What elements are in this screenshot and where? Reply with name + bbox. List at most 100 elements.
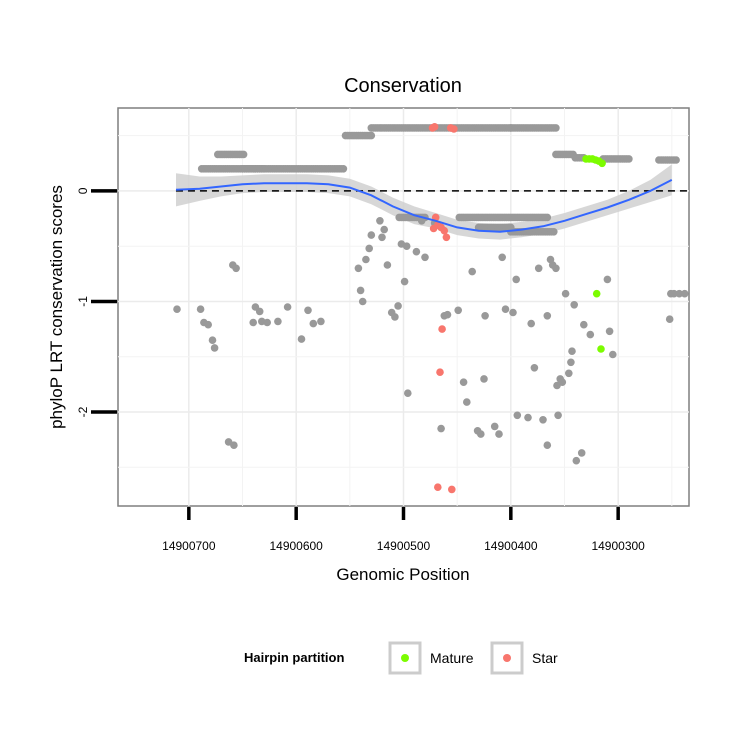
data-point-other	[567, 358, 575, 367]
data-point-other	[367, 231, 376, 239]
data-point-other	[577, 449, 586, 457]
data-point-mature	[592, 289, 601, 298]
data-point-star	[442, 233, 451, 242]
data-point-other	[568, 347, 576, 356]
band-point	[552, 124, 560, 132]
data-point-other	[304, 306, 312, 315]
band-point	[543, 213, 552, 222]
data-point-other	[480, 375, 488, 383]
data-point-other	[421, 253, 429, 262]
legend-title: Hairpin partition	[244, 650, 344, 665]
data-point-other	[513, 411, 522, 420]
data-point-star	[440, 226, 449, 235]
data-point-other	[534, 264, 543, 273]
data-point-other	[490, 422, 499, 431]
data-point-other	[459, 378, 468, 387]
data-point-other	[603, 275, 612, 284]
data-point-other	[463, 398, 471, 406]
y-tick-label: -2	[76, 406, 90, 417]
data-point-other	[274, 317, 282, 326]
band-point	[339, 165, 348, 173]
data-point-other	[580, 320, 588, 329]
x-axis: 14900700 14900600 14900500 14900400 14900300	[162, 507, 645, 553]
data-point-other	[249, 318, 257, 327]
data-point-other	[501, 305, 510, 314]
data-point-other	[527, 319, 535, 328]
smooth-line	[175, 179, 673, 233]
band-point	[625, 155, 633, 163]
data-point-other	[539, 416, 547, 424]
data-point-other	[358, 297, 367, 306]
data-point-other	[404, 389, 412, 398]
data-point-star	[450, 125, 458, 133]
data-point-other	[586, 330, 595, 339]
data-point-other	[208, 336, 217, 345]
data-point-other	[376, 217, 384, 225]
data-point-other	[572, 456, 581, 465]
data-point-other	[509, 308, 517, 317]
legend-marker-star	[503, 654, 511, 662]
data-point-other	[317, 317, 325, 326]
data-point-other	[263, 318, 272, 327]
data-point-other	[543, 441, 552, 450]
data-point-other	[609, 350, 617, 359]
data-point-other	[552, 264, 560, 273]
data-point-other	[665, 315, 674, 324]
data-point-other	[365, 244, 374, 253]
data-point-other	[412, 247, 421, 256]
data-point-other	[570, 301, 578, 309]
data-point-other	[394, 302, 402, 310]
data-point-other	[524, 413, 532, 422]
data-point-other	[210, 344, 219, 352]
data-point-other	[283, 303, 292, 311]
data-point-star	[434, 483, 442, 492]
data-point-other	[468, 267, 477, 276]
data-point-other	[309, 319, 318, 328]
data-point-other	[512, 275, 520, 284]
data-point-other	[530, 364, 539, 372]
data-point-other	[454, 306, 463, 315]
y-axis: 0 -1 -2	[76, 187, 117, 417]
legend: Hairpin partition Mature Star	[244, 641, 558, 675]
x-axis-title: Genomic Position	[336, 565, 469, 584]
data-point-other	[383, 261, 392, 269]
smooth-curve	[175, 179, 673, 233]
band-point	[239, 150, 248, 159]
data-point-other	[561, 289, 570, 298]
legend-marker-mature	[401, 654, 409, 662]
data-point-other	[362, 255, 370, 264]
data-point-other	[680, 289, 689, 298]
data-point-other	[402, 242, 411, 250]
data-point-other	[481, 312, 489, 320]
data-point-other	[495, 430, 503, 438]
data-point-other	[232, 264, 240, 273]
data-point-star	[436, 368, 444, 377]
band-point	[550, 228, 558, 236]
data-point-star	[438, 325, 446, 333]
data-point-other	[230, 441, 238, 450]
data-point-other	[675, 289, 684, 298]
data-point-other	[378, 233, 386, 242]
grid-lines	[118, 108, 689, 506]
data-point-other	[443, 310, 452, 319]
data-point-other	[391, 313, 399, 321]
data-point-other	[204, 320, 212, 329]
band-point	[367, 131, 376, 140]
legend-label-mature: Mature	[430, 650, 474, 666]
y-axis-title: phyloP LRT conservation scores	[47, 185, 66, 429]
data-point-star	[430, 123, 439, 131]
legend-label-star: Star	[532, 650, 558, 666]
x-tick-label: 14900600	[269, 539, 323, 553]
x-tick-label: 14900400	[484, 539, 538, 553]
data-point-mature	[597, 345, 605, 353]
data-point-other	[173, 305, 181, 314]
data-point-other	[605, 327, 614, 336]
data-point-other	[196, 305, 205, 314]
data-point-other	[255, 307, 264, 316]
band-point	[672, 156, 680, 164]
data-point-other	[400, 277, 409, 286]
legend-key-star	[490, 641, 524, 675]
x-tick-label: 14900500	[377, 539, 431, 553]
data-point-other	[437, 424, 445, 433]
data-point-other	[554, 411, 562, 420]
